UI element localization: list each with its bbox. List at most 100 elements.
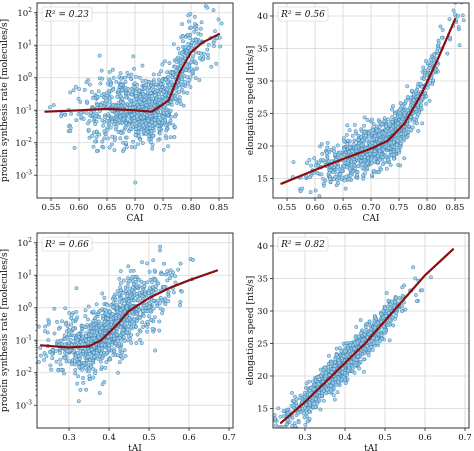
scatter-point — [303, 385, 308, 390]
scatter-point — [345, 353, 350, 358]
scatter-point — [387, 317, 392, 322]
scatter-point — [304, 402, 309, 407]
scatter-point — [345, 161, 350, 166]
scatter-point — [110, 134, 115, 139]
scatter-point — [117, 292, 122, 297]
scatter-point — [187, 68, 191, 73]
scatter-point — [319, 172, 324, 177]
scatter-point — [325, 140, 330, 145]
scatter-point — [335, 371, 340, 376]
scatter-point — [145, 280, 149, 285]
scatter-point — [174, 59, 179, 64]
scatter-point — [211, 8, 216, 13]
scatter-point — [428, 57, 433, 62]
scatter-point — [328, 388, 333, 393]
scatter-point — [115, 94, 120, 99]
plot-frame — [272, 232, 470, 429]
scatter-point — [362, 115, 367, 120]
scatter-point — [147, 301, 152, 306]
scatter-point — [389, 126, 394, 131]
scatter-point — [100, 291, 105, 296]
scatter-point — [152, 268, 157, 273]
scatter-point — [409, 88, 414, 93]
scatter-point — [167, 61, 172, 66]
scatter-point — [96, 335, 101, 340]
scatter-point — [392, 300, 397, 304]
scatter-point — [105, 350, 109, 355]
scatter-point — [100, 382, 105, 387]
scatter-point — [341, 354, 346, 359]
scatter-point — [124, 145, 129, 150]
x-axis-label: CAI — [127, 214, 144, 224]
scatter-point — [158, 306, 163, 311]
scatter-point — [358, 318, 363, 323]
scatter-point — [382, 119, 387, 124]
scatter-point — [148, 91, 153, 95]
r2-label: R² = 0.23 — [44, 10, 89, 20]
scatter-point — [193, 76, 198, 80]
scatter-point — [194, 61, 199, 66]
scatter-point — [157, 72, 161, 77]
y-tick-label: 10-1 — [15, 334, 32, 346]
scatter-point — [448, 35, 453, 40]
scatter-point — [132, 118, 137, 123]
scatter-point — [353, 335, 358, 340]
scatter-point — [197, 55, 202, 60]
scatter-point — [188, 11, 193, 16]
scatter-point — [124, 135, 129, 140]
scatter-point — [151, 258, 156, 263]
scatter-point — [369, 157, 374, 162]
scatter-point — [369, 345, 373, 350]
scatter-point — [172, 135, 177, 139]
scatter-point — [75, 315, 80, 320]
x-tick-label: 0.70 — [362, 203, 381, 213]
scatter-point — [361, 357, 366, 362]
scatter-point — [132, 81, 137, 86]
scatter-point — [136, 307, 141, 312]
scatter-point — [425, 85, 430, 90]
scatter-point — [126, 324, 131, 329]
scatter-point — [80, 367, 85, 372]
scatter-point — [456, 13, 461, 18]
scatter-point — [279, 427, 282, 428]
scatter-point — [352, 160, 357, 165]
scatter-point — [206, 56, 211, 61]
scatter-point — [129, 127, 134, 132]
scatter-point — [117, 360, 122, 365]
scatter-point — [122, 147, 127, 152]
scatter-point — [58, 350, 63, 355]
scatter-point — [110, 342, 114, 347]
scatter-point — [420, 288, 425, 293]
scatter-point — [63, 322, 68, 327]
scatter-point — [189, 25, 194, 30]
scatter-point — [54, 348, 59, 353]
scatter-point — [413, 293, 418, 298]
scatter-point — [88, 358, 92, 363]
scatter-point — [303, 422, 308, 427]
scatter-point — [131, 139, 135, 144]
scatter-point — [46, 338, 51, 343]
scatter-point — [317, 194, 322, 198]
scatter-point — [120, 88, 125, 93]
x-axis-label: CAI — [363, 214, 380, 224]
x-axis-label: tAI — [364, 444, 378, 451]
scatter-point — [87, 135, 92, 140]
scatter-point — [364, 138, 369, 143]
scatter-point — [278, 414, 283, 419]
scatter-point — [86, 317, 90, 322]
r2-box — [277, 6, 329, 22]
scatter-point — [311, 387, 316, 392]
y-tick-label: 35 — [257, 275, 268, 285]
scatter-point — [367, 319, 372, 324]
scatter-point — [100, 118, 105, 123]
scatter-point — [102, 295, 107, 300]
scatter-point — [74, 118, 79, 123]
scatter-point — [372, 340, 377, 345]
scatter-point — [154, 98, 159, 103]
scatter-point — [336, 376, 341, 381]
scatter-point — [427, 81, 432, 86]
scatter-point — [383, 313, 388, 318]
scatter-point — [369, 137, 374, 142]
scatter-point — [346, 368, 351, 373]
scatter-point — [71, 88, 76, 93]
